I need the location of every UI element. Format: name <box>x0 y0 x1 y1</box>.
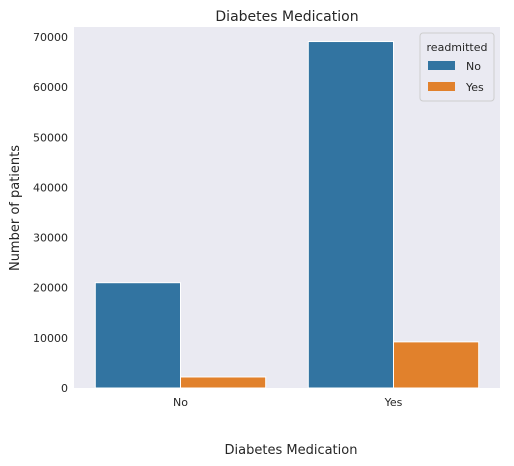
x-tick-label: No <box>173 396 188 409</box>
bar-yes-readmitted-no <box>307 41 394 389</box>
y-tick-label: 60000 <box>33 81 68 94</box>
legend-swatch-yes <box>428 82 455 91</box>
y-tick-label: 30000 <box>33 232 68 245</box>
x-axis: No Yes <box>173 396 403 409</box>
y-axis: 0 10000 20000 30000 40000 50000 60000 70000 <box>33 31 68 395</box>
x-axis-label: Diabetes Medication <box>225 443 358 458</box>
y-tick-label: 0 <box>61 382 68 395</box>
bar-no-readmitted-no <box>94 282 181 389</box>
legend-label-yes: Yes <box>465 81 484 94</box>
legend-label-no: No <box>466 60 481 73</box>
x-tick-label: Yes <box>384 396 403 409</box>
y-tick-label: 70000 <box>33 31 68 44</box>
bar-yes-readmitted-yes <box>393 341 480 389</box>
y-tick-label: 20000 <box>33 282 68 295</box>
y-tick-label: 10000 <box>33 332 68 345</box>
y-tick-label: 40000 <box>33 181 68 194</box>
y-tick-label: 50000 <box>33 131 68 144</box>
chart-title: Diabetes Medication <box>215 9 358 25</box>
bar-no-readmitted-yes <box>180 376 267 389</box>
bars-group <box>94 41 480 389</box>
legend: readmitted No Yes <box>419 32 495 102</box>
y-axis-label: Number of patients <box>8 145 23 271</box>
legend-swatch-no <box>428 61 455 70</box>
legend-title: readmitted <box>427 41 488 54</box>
